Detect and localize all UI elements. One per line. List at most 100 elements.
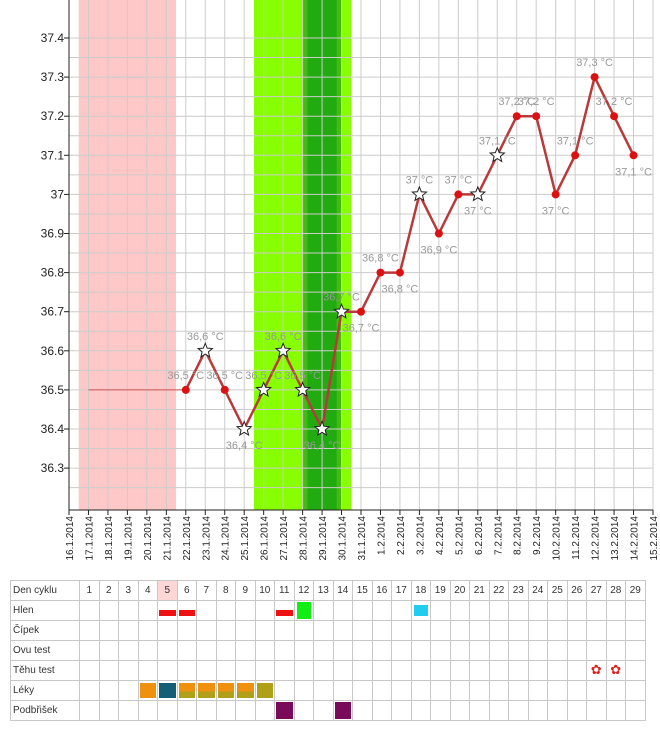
cycle-day-cell: 9 — [235, 580, 256, 601]
star-marker — [274, 341, 292, 358]
marker-layer — [181, 73, 638, 437]
table-row: Léky — [10, 680, 646, 701]
table-cell — [352, 660, 373, 681]
table-cell — [215, 700, 236, 721]
y-tick-label: 36.8 — [41, 266, 65, 280]
table-cell — [430, 700, 451, 721]
table-cell — [430, 640, 451, 661]
table-cell — [371, 620, 392, 641]
cycle-day-cell: 4 — [137, 580, 158, 601]
table-cell — [586, 640, 607, 661]
table-cell — [157, 640, 178, 661]
table-cell — [449, 640, 470, 661]
cycle-day-cell: 20 — [449, 580, 470, 601]
x-tick-label: 4.2.2014 — [435, 516, 446, 555]
data-label: 36,4 °C — [304, 440, 341, 452]
axes-layer: 37.4 37.3 37.2 37.1 37 36.9 36.8 36.7 36.6 36.5 36… — [41, 0, 660, 561]
table-cell — [605, 680, 626, 701]
table-cell — [98, 600, 119, 621]
table-cell — [293, 680, 314, 701]
table-cell — [274, 680, 295, 701]
y-tick-label: 37.1 — [41, 148, 65, 162]
x-tick-label: 24.1.2014 — [221, 516, 232, 561]
table-cell — [430, 680, 451, 701]
y-tick-label: 36.9 — [41, 227, 65, 241]
table-cell — [352, 620, 373, 641]
table-cell — [488, 660, 509, 681]
cycle-table: Den cyklu 1 2 3 4 5 6 7 8 9 10 11 12 13 14 15 16 17 18 19 20… — [10, 580, 646, 721]
table-cell — [137, 620, 158, 641]
star-marker — [488, 146, 506, 163]
x-tick-label: 6.2.2014 — [474, 516, 485, 555]
table-cell — [391, 680, 412, 701]
olive-marker — [256, 683, 273, 698]
table-cell — [79, 660, 100, 681]
cycle-day-cell: 3 — [118, 580, 139, 601]
table-row: Ovu test — [10, 640, 646, 661]
table-cell — [254, 640, 275, 661]
temperature-chart: 37.4 37.3 37.2 37.1 37 36.9 36.8 36.7 36.6 36.5 36… — [41, 0, 660, 561]
x-tick-label: 10.2.2014 — [552, 516, 563, 561]
data-label: 36,8 °C — [362, 253, 399, 265]
y-tick-label: 36.4 — [41, 422, 65, 436]
table-cell — [547, 640, 568, 661]
cycle-day-cell: 10 — [254, 580, 275, 601]
table-cell — [293, 640, 314, 661]
cycle-day-cell: 1 — [79, 580, 100, 601]
table-cell — [313, 680, 334, 701]
cycle-day-cell: 14 — [332, 580, 353, 601]
table-cell — [196, 700, 217, 721]
table-cell — [118, 700, 139, 721]
table-cell — [352, 680, 373, 701]
x-tick-label: 20.1.2014 — [143, 516, 154, 561]
table-cell — [547, 620, 568, 641]
table-cell — [215, 660, 236, 681]
y-tick-label: 37.2 — [41, 109, 65, 123]
table-row: Den cyklu 1 2 3 4 5 6 7 8 9 10 11 12 13 14 15 16 17 18 19 20… — [10, 580, 646, 601]
table-row: Podbřišek — [10, 700, 646, 721]
cycle-day-cell: 24 — [527, 580, 548, 601]
row-label: Hlen — [10, 600, 80, 621]
table-cell — [566, 640, 587, 661]
table-cell — [410, 620, 431, 641]
table-cell — [293, 700, 314, 721]
star-marker — [313, 420, 331, 437]
table-cell — [176, 620, 197, 641]
table-cell — [313, 640, 334, 661]
table-cell — [293, 600, 314, 621]
table-cell — [605, 640, 626, 661]
table-cell — [508, 600, 529, 621]
table-cell — [332, 700, 353, 721]
star-marker — [235, 420, 253, 437]
data-label: 37,1 °C — [615, 166, 652, 178]
table-cell — [625, 640, 646, 661]
data-label: 37,1 °C — [479, 135, 516, 147]
table-cell — [137, 680, 158, 701]
table-cell — [410, 660, 431, 681]
data-label: 36,4 °C — [226, 440, 263, 452]
table-cell — [527, 680, 548, 701]
data-label: 37 °C — [464, 205, 492, 217]
row-label: Čípek — [10, 620, 80, 641]
x-tick-label: 12.2.2014 — [591, 516, 602, 561]
x-tick-label: 29.1.2014 — [318, 516, 329, 561]
cycle-day-cell: 16 — [371, 580, 392, 601]
x-tick-label: 16.1.2014 — [65, 516, 76, 561]
y-tick-label: 36.3 — [41, 461, 65, 475]
data-point — [181, 385, 190, 394]
star-marker — [294, 381, 312, 398]
table-cell — [605, 700, 626, 721]
orolive-marker — [217, 683, 234, 698]
x-tick-label: 27.1.2014 — [279, 516, 290, 561]
cycle-day-cell: 7 — [196, 580, 217, 601]
table-cell — [508, 640, 529, 661]
table-cell — [410, 600, 431, 621]
table-cell — [196, 620, 217, 641]
orolive-marker — [178, 683, 195, 698]
x-tick-label: 8.2.2014 — [513, 516, 524, 555]
data-point — [376, 268, 385, 277]
data-label: 37 °C — [542, 205, 570, 217]
table-cell — [488, 640, 509, 661]
table-cell — [235, 620, 256, 641]
x-tick-label: 18.1.2014 — [104, 516, 115, 561]
